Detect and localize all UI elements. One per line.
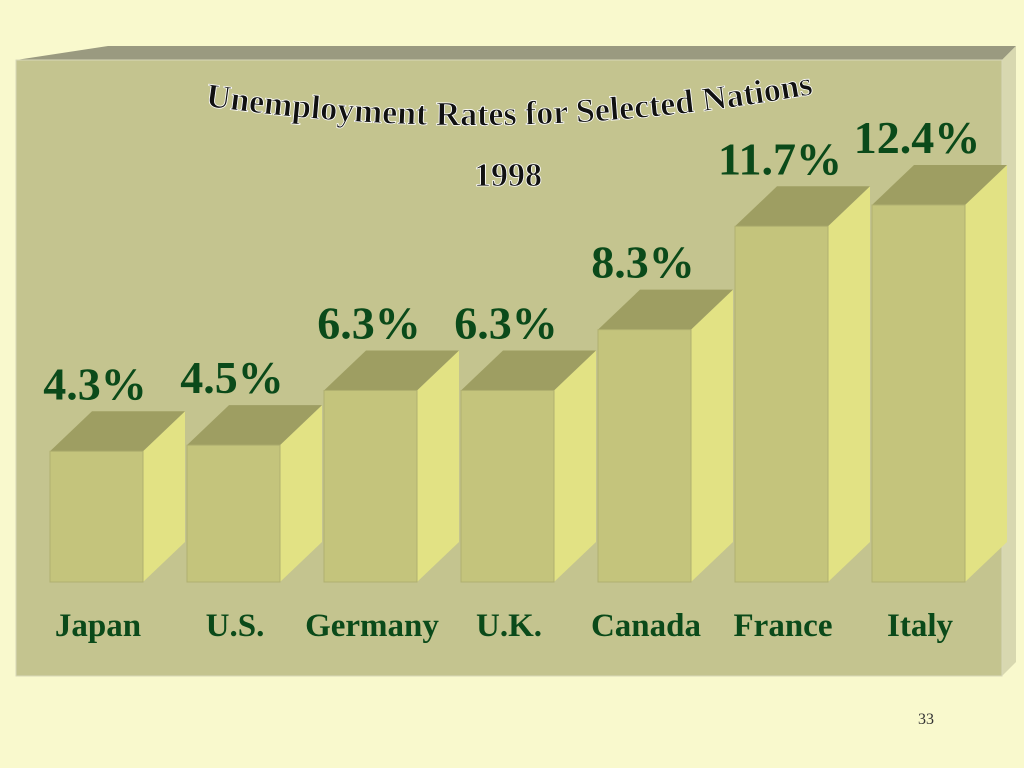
bar-side bbox=[965, 165, 1007, 582]
bar-side bbox=[554, 350, 596, 582]
bar-top bbox=[735, 186, 870, 227]
bar bbox=[871, 204, 966, 583]
bar-top bbox=[598, 289, 733, 330]
x-tick-label: U.K. bbox=[476, 608, 542, 644]
value-label: 6.3% bbox=[454, 297, 558, 348]
page-number: 33 bbox=[918, 711, 934, 728]
bar bbox=[186, 444, 281, 583]
bar-top bbox=[872, 165, 1007, 205]
value-label: 4.5% bbox=[180, 352, 284, 403]
x-tick-label: Germany bbox=[305, 608, 439, 644]
panel-top bbox=[16, 46, 1016, 60]
value-label: 6.3% bbox=[317, 297, 421, 348]
x-tick-label: France bbox=[734, 608, 833, 644]
bar bbox=[734, 225, 829, 583]
bar-side bbox=[417, 350, 459, 582]
value-label: 11.7% bbox=[718, 133, 842, 184]
bar-top bbox=[324, 350, 459, 391]
bar-side bbox=[691, 289, 733, 582]
bar bbox=[323, 389, 418, 583]
bar-top bbox=[187, 405, 322, 446]
bar-side bbox=[828, 186, 870, 582]
chart-subtitle: 1998 bbox=[474, 157, 542, 194]
bar bbox=[460, 389, 555, 583]
bar-side bbox=[280, 405, 322, 582]
bar bbox=[597, 329, 692, 583]
bar-top bbox=[461, 350, 596, 391]
bars: 4.3% Japan 4.5% U.S. 6.3% Germany 6.3% U.K. 8.3%… bbox=[43, 112, 1007, 644]
value-label: 12.4% bbox=[854, 112, 981, 163]
x-tick-label: U.S. bbox=[206, 608, 265, 644]
bar-side bbox=[143, 411, 185, 582]
bar bbox=[49, 450, 144, 583]
x-tick-label: Japan bbox=[55, 608, 141, 644]
value-label: 8.3% bbox=[591, 237, 695, 288]
x-tick-label: Italy bbox=[887, 608, 954, 644]
value-label: 4.3% bbox=[43, 358, 147, 409]
x-tick-label: Canada bbox=[591, 608, 701, 644]
bar-top bbox=[50, 411, 185, 452]
